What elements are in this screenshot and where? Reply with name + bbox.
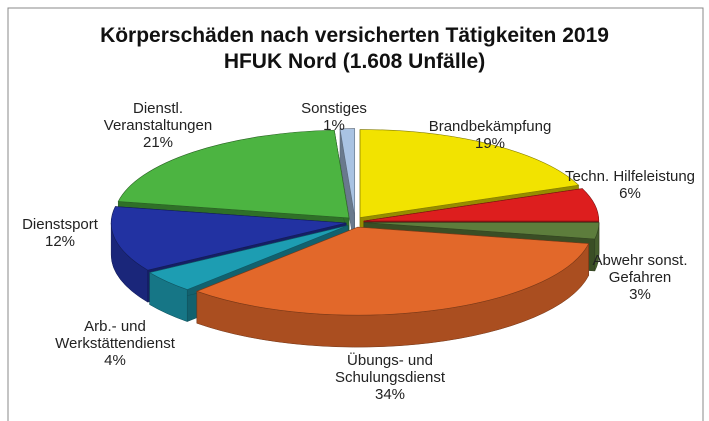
- slice: [363, 222, 600, 240]
- category-label: Dienstsport: [22, 216, 98, 233]
- slice-label: Arb.- und Werkstättendienst 4%: [30, 318, 200, 369]
- category-label: Brandbekämpfung: [428, 118, 552, 135]
- slice-label: Dienstl. Veranstaltungen 21%: [78, 100, 238, 151]
- slice-label: Sonstiges 1%: [284, 100, 384, 134]
- value-label: 19%: [474, 135, 506, 152]
- chart-subtitle: HFUK Nord (1.608 Unfälle): [223, 50, 486, 73]
- slice-label: Brandbekämpfung 19%: [410, 118, 570, 152]
- slice-label: Abwehr sonst. Gefahren 3%: [585, 252, 695, 303]
- slice: [363, 188, 600, 222]
- category-label: Techn. Hilfeleistung: [564, 168, 696, 185]
- slice: [117, 129, 350, 219]
- slice-label: Dienstsport 12%: [0, 216, 120, 250]
- value-label: 34%: [374, 386, 406, 403]
- slice: [359, 129, 580, 218]
- value-label: 6%: [619, 185, 641, 202]
- category-label: Arb.- und Werkstättendienst: [55, 318, 175, 352]
- category-label: Sonstiges: [301, 100, 367, 117]
- slice: [339, 128, 356, 217]
- category-label: Abwehr sonst. Gefahren: [592, 252, 688, 286]
- value-label: 12%: [44, 233, 76, 250]
- slice-label: Übungs- und Schulungsdienst 34%: [290, 352, 490, 403]
- frame: [7, 7, 704, 421]
- category-label: Übungs- und Schulungsdienst: [334, 352, 446, 386]
- slice: [196, 226, 590, 316]
- slice-label: Techn. Hilfeleistung 6%: [550, 168, 709, 202]
- category-label: Dienstl. Veranstaltungen: [103, 100, 213, 134]
- value-label: 4%: [104, 352, 126, 369]
- value-label: 1%: [323, 117, 345, 134]
- value-label: 3%: [629, 286, 651, 303]
- slice: [110, 206, 347, 271]
- slice: [148, 225, 349, 290]
- value-label: 21%: [142, 134, 174, 151]
- chart-title: Körperschäden nach versicherten Tätigkei…: [100, 24, 609, 47]
